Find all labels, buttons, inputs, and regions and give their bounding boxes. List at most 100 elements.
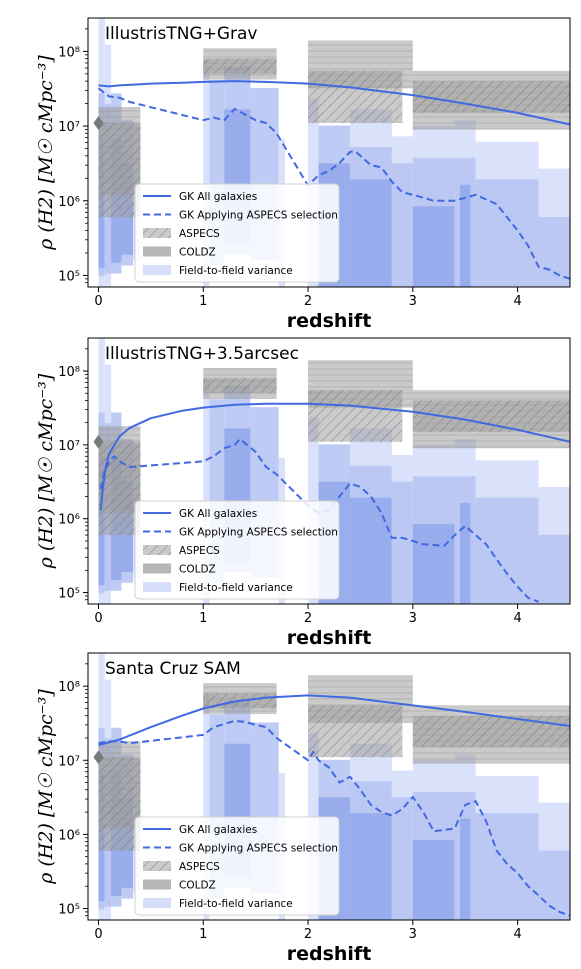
panel-title: Santa Cruz SAM (105, 659, 241, 679)
x-tick-label: 3 (409, 294, 417, 309)
variance-band (391, 163, 413, 287)
legend-variance-swatch (143, 898, 171, 908)
legend: GK All galaxies GK Applying ASPECS select… (134, 500, 340, 600)
variance-band (349, 497, 392, 604)
legend-variance-swatch (143, 582, 171, 592)
legend-label: GK All galaxies (179, 508, 257, 520)
y-axis-label: ρ (H2) [M☉ cMpc⁻³] (35, 55, 57, 251)
legend-label: ASPECS (179, 545, 220, 557)
variance-band (349, 179, 392, 287)
aspecs-selection-line (97, 87, 570, 280)
y-tick-label: 10⁸ (58, 45, 80, 60)
plot-area (97, 18, 570, 287)
x-tick-label: 4 (513, 611, 521, 626)
x-tick-label: 1 (199, 927, 207, 942)
y-axis-label: ρ (H2) [M☉ cMpc⁻³] (35, 689, 57, 885)
x-tick-label: 3 (409, 927, 417, 942)
x-axis-label: redshift (287, 310, 372, 332)
aspecs-hatch (308, 390, 403, 442)
variance-band (412, 839, 455, 920)
variance-band (391, 481, 413, 604)
all-galaxies-line (98, 80, 570, 126)
panel-3: 0 1 2 3 4 10⁵ 10⁶ 10⁷ 10⁸ Santa Cruz SAM redshift ρ… (35, 652, 571, 965)
legend-coldz-swatch (143, 563, 171, 574)
y-tick-label: 10⁶ (58, 195, 80, 210)
legend-aspecs-hatch (143, 545, 171, 555)
variance-band (203, 380, 210, 604)
aspecs-selection-line (99, 438, 539, 603)
y-tick-label: 10⁶ (58, 513, 80, 528)
legend-coldz-swatch (143, 246, 171, 257)
data-point-marker (93, 434, 104, 449)
x-tick-label: 0 (94, 611, 102, 626)
data-point-marker (93, 115, 104, 130)
variance-band (203, 61, 210, 287)
all-galaxies-line (99, 402, 570, 511)
panel-2: 0 1 2 3 4 10⁵ 10⁶ 10⁷ 10⁸ IllustrisTNG+3.5arcsec r… (35, 337, 571, 649)
x-tick-label: 4 (513, 294, 521, 309)
variance-band (349, 813, 392, 920)
y-tick-label: 10⁷ (58, 120, 80, 135)
panel-1: 0 1 2 3 4 10⁵ 10⁶ 10⁷ 10⁸ IllustrisTNG+Grav redshi… (35, 17, 571, 332)
legend-label: ASPECS (179, 228, 220, 240)
legend-label: GK All galaxies (179, 824, 257, 836)
x-axis-label: redshift (287, 943, 372, 965)
y-tick-label: 10⁸ (58, 680, 80, 695)
legend-box (134, 500, 340, 600)
y-tick-label: 10⁷ (58, 754, 80, 769)
legend-box (134, 183, 340, 283)
legend-box (134, 816, 340, 916)
variance-band (475, 497, 539, 604)
legend: GK All galaxies GK Applying ASPECS select… (134, 183, 340, 283)
variance-band (459, 818, 471, 920)
legend-label: GK Applying ASPECS selection (179, 527, 338, 539)
legend-coldz-swatch (143, 879, 171, 890)
legend: GK All galaxies GK Applying ASPECS select… (134, 816, 340, 916)
x-tick-label: 1 (199, 611, 207, 626)
x-tick-label: 2 (304, 294, 312, 309)
y-tick-label: 10⁸ (58, 365, 80, 380)
aspecs-hatch (308, 70, 403, 123)
x-tick-label: 4 (513, 927, 521, 942)
y-tick-label: 10⁶ (58, 828, 80, 843)
variance-band (412, 206, 455, 287)
axes-frame (87, 17, 571, 288)
variance-band (459, 502, 471, 604)
variance-band (391, 797, 413, 920)
legend-label: GK Applying ASPECS selection (179, 843, 338, 855)
legend-label: COLDZ (179, 564, 216, 576)
legend-label: GK All galaxies (179, 191, 257, 203)
variance-band (412, 524, 455, 604)
legend-label: COLDZ (179, 247, 216, 259)
y-tick-label: 10⁵ (58, 269, 80, 284)
x-tick-label: 0 (94, 294, 102, 309)
x-tick-label: 1 (199, 294, 207, 309)
aspecs-hatch (308, 705, 403, 758)
all-galaxies-line (98, 694, 570, 747)
legend-label: GK Applying ASPECS selection (179, 210, 338, 222)
legend-aspecs-hatch (143, 228, 171, 238)
y-axis-label: ρ (H2) [M☉ cMpc⁻³] (35, 373, 57, 569)
legend-label: ASPECS (179, 861, 220, 873)
aspecs-selection-line (98, 719, 570, 917)
variance-band (538, 534, 570, 604)
aspecs-hatch (98, 122, 141, 218)
aspecs-hatch (98, 441, 141, 536)
legend-label: Field-to-field variance (179, 265, 293, 277)
legend-label: Field-to-field variance (179, 898, 293, 910)
variance-band (475, 813, 539, 920)
x-tick-label: 3 (409, 611, 417, 626)
x-tick-label: 2 (304, 927, 312, 942)
legend-variance-swatch (143, 265, 171, 275)
legend-label: COLDZ (179, 880, 216, 892)
legend-aspecs-hatch (143, 861, 171, 871)
axes-frame (87, 652, 571, 921)
y-tick-label: 10⁷ (58, 439, 80, 454)
variance-band (203, 695, 210, 920)
aspecs-hatch (412, 715, 570, 748)
aspecs-hatch (98, 757, 141, 851)
x-tick-label: 0 (94, 927, 102, 942)
data-point-marker (93, 750, 104, 765)
y-tick-label: 10⁵ (58, 587, 80, 602)
